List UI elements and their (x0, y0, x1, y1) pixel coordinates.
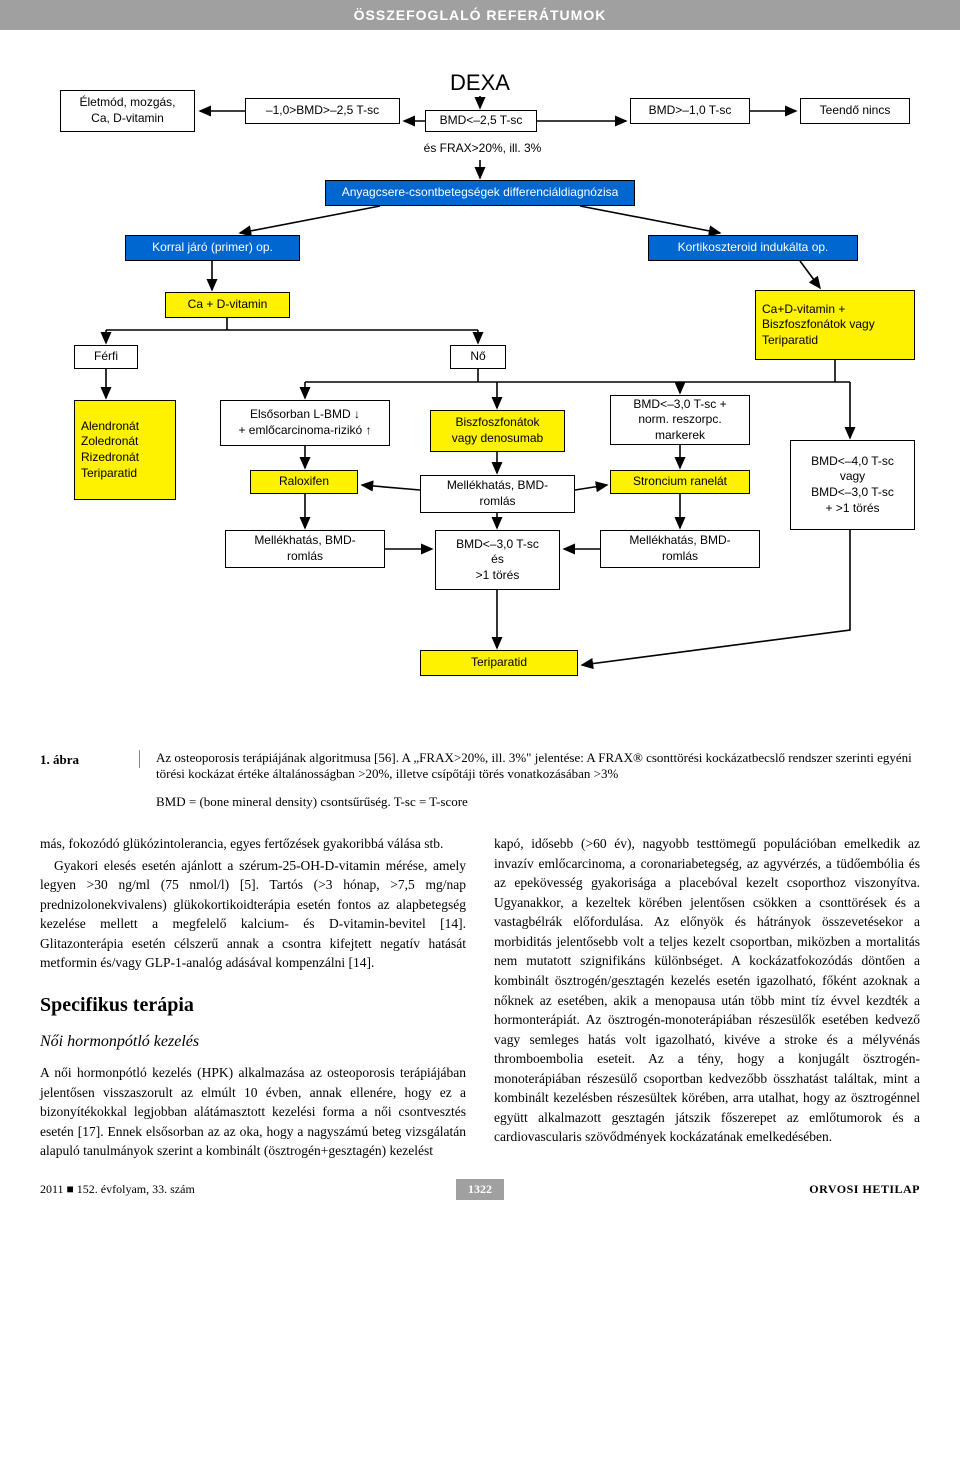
right-column: kapó, idősebb (>60 év), nagyobb testtöme… (494, 834, 920, 1161)
flow-node-bmd40: BMD<–4,0 T-scvagyBMD<–3,0 T-sc+ >1 törés (790, 440, 915, 530)
flow-node-line: Biszfoszfonátok (455, 415, 539, 431)
flow-node-anyag: Anyagcsere-csontbetegségek differenciáld… (325, 180, 635, 206)
flowchart-arrows (0, 30, 960, 740)
caption-sub: BMD = (bone mineral density) csontsűrűsé… (0, 782, 960, 828)
flow-node-line: romlás (662, 549, 698, 565)
flow-node-line: Alendronát (81, 419, 139, 435)
left-column: más, fokozódó glükózintolerancia, egyes … (40, 834, 466, 1161)
flow-node-line: Nő (470, 349, 485, 365)
flow-node-bmd25: –1,0>BMD>–2,5 T-sc (245, 98, 400, 124)
header-title: ÖSSZEFOGLALÓ REFERÁTUMOK (354, 7, 607, 23)
flow-node-line: BMD<–3,0 T-sc (811, 485, 894, 501)
flow-node-line: DEXA (450, 69, 510, 98)
flow-node-line: Biszfoszfonátok vagy (762, 317, 875, 333)
flow-node-mellek1: Mellékhatás, BMD-romlás (225, 530, 385, 568)
flow-node-frax: és FRAX>20%, ill. 3% (415, 138, 550, 160)
flow-node-line: markerek (655, 428, 705, 444)
flow-node-line: BMD<–3,0 T-sc + (633, 397, 726, 413)
flow-node-cadbt: Ca+D-vitamin +Biszfoszfonátok vagyTeripa… (755, 290, 915, 360)
flow-node-line: Raloxifen (279, 474, 329, 490)
flow-node-line: Teriparatid (81, 466, 137, 482)
flow-node-line: Teriparatid (471, 655, 527, 671)
caption-label: 1. ábra (40, 750, 140, 768)
flow-node-line: Elsősorban L-BMD ↓ (250, 407, 360, 423)
flow-node-elslbmd: Elsősorban L-BMD ↓+ emlőcarcinoma-rizikó… (220, 400, 390, 446)
flow-node-no: Nő (450, 345, 506, 369)
flow-node-line: Rizedronát (81, 450, 139, 466)
flow-node-line: Teriparatid (762, 333, 818, 349)
body-columns: más, fokozódó glükózintolerancia, egyes … (0, 828, 960, 1179)
caption-text: Az osteoporosis terápiájának algoritmusa… (140, 750, 920, 782)
flow-node-ferfi: Férfi (74, 345, 138, 369)
flow-node-bmd10: BMD>–1,0 T-sc (630, 98, 750, 124)
footer-page-number: 1322 (456, 1179, 504, 1200)
figure-caption: 1. ábra Az osteoporosis terápiájának alg… (0, 740, 960, 782)
flowchart-area: Életmód, mozgás,Ca, D-vitamin –1,0>BMD>–2… (0, 30, 960, 740)
flow-node-line: vagy (840, 469, 865, 485)
flow-node-line: Mellékhatás, BMD- (629, 533, 730, 549)
flow-node-line: Ca, D-vitamin (91, 111, 164, 127)
flow-node-line: >1 törés (476, 568, 520, 584)
flow-node-line: + >1 törés (825, 501, 879, 517)
flow-node-mellek3: Mellékhatás, BMD-romlás (600, 530, 760, 568)
flow-node-line: Ca+D-vitamin + (762, 302, 845, 318)
body-paragraph: A női hormonpótló kezelés (HPK) alkalmaz… (40, 1063, 466, 1161)
flow-node-line: BMD<–3,0 T-sc (456, 537, 539, 553)
flow-node-line: Mellékhatás, BMD- (254, 533, 355, 549)
flow-node-bmd30n: BMD<–3,0 T-sc +norm. reszorpc.markerek (610, 395, 750, 445)
flow-node-korral: Korral járó (primer) op. (125, 235, 300, 261)
flow-node-ralox: Raloxifen (250, 470, 358, 494)
flow-node-line: BMD>–1,0 T-sc (649, 103, 732, 119)
flow-node-terip: Teriparatid (420, 650, 578, 676)
flow-node-cad: Ca + D-vitamin (165, 292, 290, 318)
body-paragraph: más, fokozódó glükózintolerancia, egyes … (40, 834, 466, 854)
flow-node-line: Anyagcsere-csontbetegségek differenciáld… (342, 185, 619, 201)
section-heading: Specifikus terápia (40, 991, 466, 1020)
flow-node-bmd30: BMD<–3,0 T-scés>1 törés (435, 530, 560, 590)
flow-node-line: Férfi (94, 349, 118, 365)
flow-node-teendo: Teendő nincs (800, 98, 910, 124)
flow-node-line: BMD<–4,0 T-sc (811, 454, 894, 470)
body-paragraph: kapó, idősebb (>60 év), nagyobb testtöme… (494, 834, 920, 1147)
flow-node-line: romlás (479, 494, 515, 510)
flow-node-line: Mellékhatás, BMD- (447, 478, 548, 494)
flow-node-line: –1,0>BMD>–2,5 T-sc (266, 103, 379, 119)
flow-node-line: és FRAX>20%, ill. 3% (424, 141, 542, 157)
flow-node-line: vagy denosumab (452, 431, 543, 447)
flow-node-line: Stroncium ranelát (633, 474, 727, 490)
flow-node-bmd25b: BMD<–2,5 T-sc (425, 110, 537, 132)
flow-node-line: Korral járó (primer) op. (152, 240, 273, 256)
flow-node-line: Zoledronát (81, 434, 138, 450)
flow-node-line: romlás (287, 549, 323, 565)
flow-node-line: Ca + D-vitamin (188, 297, 268, 313)
subsection-heading: Női hormonpótló kezelés (40, 1030, 466, 1053)
flow-node-line: Teendő nincs (820, 103, 891, 119)
flow-node-line: + emlőcarcinoma-rizikó ↑ (238, 423, 371, 439)
flow-node-dexa: DEXA (440, 70, 520, 96)
body-paragraph: Gyakori elesés esetén ajánlott a szérum-… (40, 856, 466, 973)
page-footer: 2011 ■ 152. évfolyam, 33. szám 1322 ORVO… (0, 1179, 960, 1210)
flow-node-kortik: Kortikoszteroid indukálta op. (648, 235, 858, 261)
footer-left: 2011 ■ 152. évfolyam, 33. szám (40, 1182, 456, 1197)
flow-node-line: Életmód, mozgás, (79, 95, 175, 111)
footer-right: ORVOSI HETILAP (504, 1182, 920, 1197)
flow-node-line: norm. reszorpc. (638, 412, 721, 428)
page-header-band: ÖSSZEFOGLALÓ REFERÁTUMOK (0, 0, 960, 30)
flow-node-line: és (491, 552, 504, 568)
flow-node-lifemod: Életmód, mozgás,Ca, D-vitamin (60, 90, 195, 132)
flow-node-mellek2: Mellékhatás, BMD-romlás (420, 475, 575, 513)
flow-node-line: BMD<–2,5 T-sc (440, 113, 523, 129)
flow-node-alendr: AlendronátZoledronátRizedronátTeriparati… (74, 400, 176, 500)
flow-node-line: Kortikoszteroid indukálta op. (678, 240, 829, 256)
flow-node-stronc: Stroncium ranelát (610, 470, 750, 494)
flow-node-biszf: Biszfoszfonátokvagy denosumab (430, 410, 565, 452)
